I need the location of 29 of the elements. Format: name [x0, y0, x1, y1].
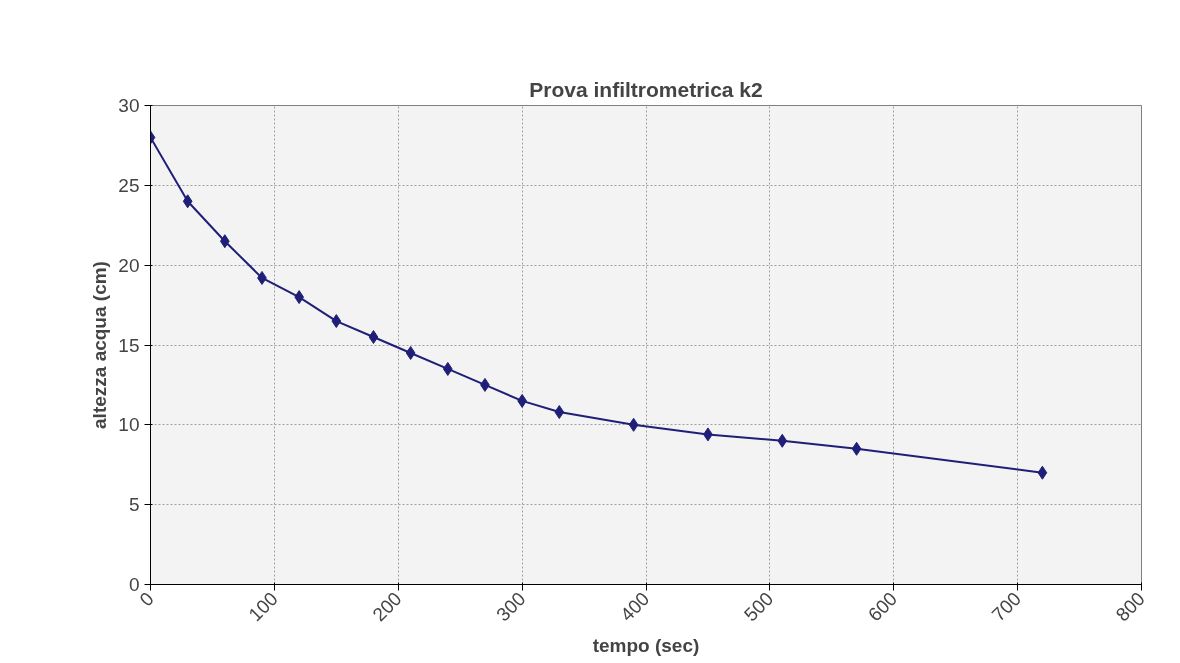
x-tick-label: 400	[616, 588, 654, 626]
y-tick-label: 30	[118, 95, 140, 116]
point	[628, 417, 639, 432]
y-axis-title: altezza acqua (cm)	[89, 261, 111, 429]
point	[554, 405, 565, 420]
y-tick-label: 25	[118, 174, 140, 196]
x-tick-label: 300	[492, 588, 530, 626]
x-tick-label: 800	[1111, 588, 1149, 626]
point	[331, 314, 342, 329]
point	[851, 441, 862, 456]
x-tick-label: 200	[368, 588, 406, 626]
point	[777, 433, 788, 448]
y-tick-label: 5	[128, 494, 140, 516]
point	[219, 234, 230, 249]
y-tick-label: 15	[118, 334, 140, 356]
point	[182, 194, 193, 209]
x-tick-label: 600	[863, 588, 902, 626]
y-tick-label: 10	[118, 414, 140, 436]
point	[1037, 465, 1048, 480]
x-tick-label: 500	[740, 588, 778, 626]
y-tick-label: 20	[118, 254, 140, 276]
point	[368, 330, 379, 345]
x-tick-label: 100	[244, 588, 282, 626]
x-tick-label: 700	[987, 588, 1026, 626]
chart-title: Prova infiltrometrica k2	[529, 77, 763, 101]
point	[442, 361, 453, 376]
y-tick-label: 0	[128, 574, 140, 595]
x-axis-title: tempo (sec)	[592, 635, 700, 657]
point	[405, 345, 416, 360]
